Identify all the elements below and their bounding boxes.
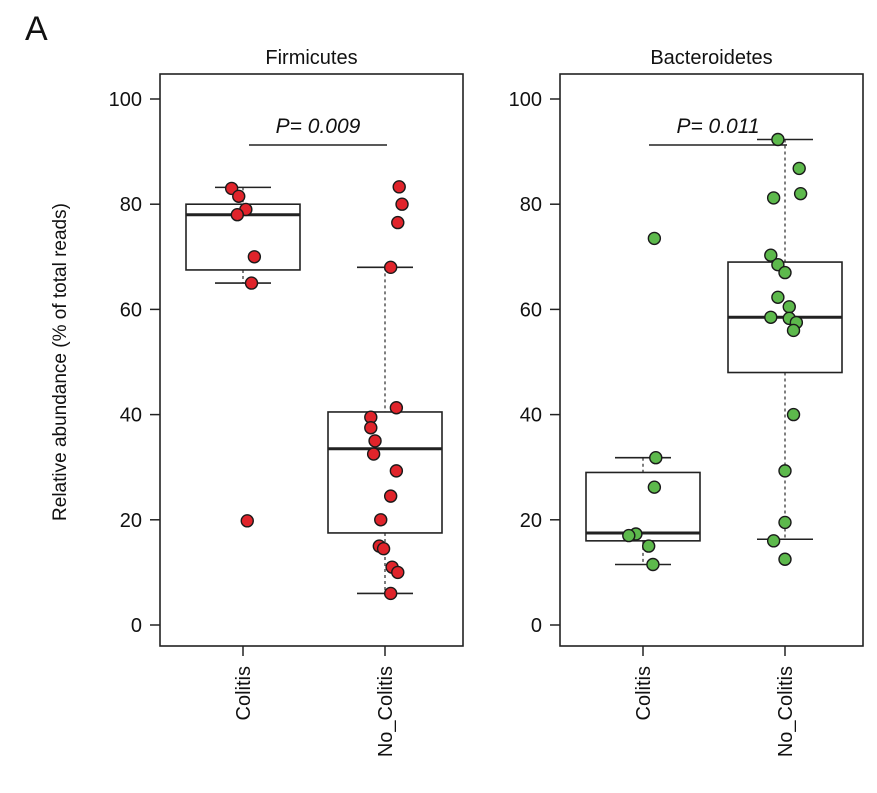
data-point [383, 586, 398, 601]
data-point [230, 208, 245, 222]
data-point [778, 552, 792, 566]
data-point [778, 265, 792, 280]
x-tick-label: No_Colitis [775, 666, 797, 757]
data-point [391, 215, 405, 230]
x-tick-label: Colitis [633, 666, 655, 720]
y-tick-label: 0 [531, 615, 542, 637]
y-tick-label: 20 [520, 510, 542, 532]
data-point [764, 248, 778, 262]
data-point [786, 323, 801, 338]
y-tick-label: 0 [131, 615, 142, 637]
data-point [766, 191, 781, 205]
data-point [376, 542, 391, 556]
data-point [395, 197, 409, 211]
data-point [389, 464, 404, 478]
y-tick-label: 40 [120, 405, 142, 427]
data-point [622, 528, 636, 543]
x-tick-label: Colitis [233, 666, 255, 720]
data-point [374, 513, 388, 527]
panel-label: A [25, 10, 48, 48]
data-point [793, 186, 808, 201]
data-point [764, 310, 778, 324]
panel-bacteroidetes: Bacteroidetes 0 20 40 60 80 100 Colitis No_Colit… [509, 47, 864, 757]
y-tick-label: 60 [120, 299, 142, 321]
y-tick-label: 100 [509, 89, 542, 111]
data-point [392, 180, 406, 194]
p-value-label: P= 0.009 [276, 115, 361, 138]
data-point [792, 161, 806, 176]
data-point [232, 189, 246, 204]
data-point [366, 447, 381, 461]
box [585, 471, 701, 542]
data-point [771, 132, 785, 147]
data-point [766, 534, 781, 548]
data-point [383, 260, 398, 275]
plot-frame [159, 73, 464, 647]
panel-title: Firmicutes [265, 47, 357, 69]
data-point [786, 407, 801, 422]
data-point [771, 290, 785, 305]
data-point [244, 276, 259, 290]
data-point [389, 401, 404, 415]
y-tick-label: 20 [120, 510, 142, 532]
data-point [383, 489, 398, 503]
data-point [649, 451, 663, 465]
panel-firmicutes: Firmicutes 0 20 40 60 80 100 Colitis No_Colitis P… [109, 47, 464, 757]
panels: Firmicutes 0 20 40 60 80 100 Colitis No_Colitis P… [109, 47, 864, 757]
y-tick-label: 80 [120, 194, 142, 216]
data-point [778, 515, 792, 530]
plot-frame [559, 73, 864, 647]
data-point [647, 231, 662, 246]
data-point [368, 434, 382, 448]
data-point [391, 565, 405, 580]
y-tick-label: 100 [109, 89, 142, 111]
y-axis-label: Relative abundance (% of total reads) [50, 203, 71, 521]
y-tick-label: 80 [520, 194, 542, 216]
panel-title: Bacteroidetes [650, 47, 772, 69]
data-point [646, 557, 660, 572]
data-point [778, 464, 792, 478]
data-point [647, 480, 662, 494]
data-point [240, 514, 254, 528]
data-point [641, 539, 656, 553]
x-tick-label: No_Colitis [375, 666, 397, 757]
data-point [364, 421, 378, 435]
box [327, 411, 443, 534]
data-point [247, 250, 262, 264]
data-point [782, 300, 796, 314]
y-tick-label: 60 [520, 299, 542, 321]
y-tick-label: 40 [520, 405, 542, 427]
p-value-label: P= 0.011 [676, 115, 759, 138]
